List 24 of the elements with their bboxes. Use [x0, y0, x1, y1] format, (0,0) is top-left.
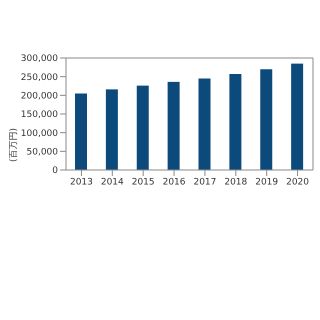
bar — [291, 64, 304, 170]
x-tick-label: 2013 — [70, 177, 93, 188]
y-tick-label: 100,000 — [20, 128, 58, 139]
bar — [229, 74, 242, 170]
x-tick-label: 2019 — [255, 177, 278, 188]
bar — [198, 78, 210, 170]
x-tick-label: 2015 — [132, 177, 155, 188]
bar — [75, 93, 87, 170]
bar — [168, 82, 180, 170]
y-tick-label: 300,000 — [20, 54, 58, 64]
y-tick-label: 50,000 — [26, 148, 58, 158]
x-tick-label: 2018 — [224, 177, 248, 188]
x-tick-label: 2017 — [193, 177, 216, 188]
y-tick-label: 200,000 — [20, 92, 58, 102]
y-tick-label: 0 — [52, 166, 58, 176]
x-tick-label: 2014 — [100, 177, 124, 188]
x-tick-label: 2020 — [286, 177, 310, 188]
bar — [136, 86, 149, 170]
y-tick-label: 250,000 — [20, 72, 58, 83]
bar — [106, 89, 118, 170]
x-tick-label: 2016 — [162, 177, 186, 188]
bar — [260, 69, 272, 170]
y-axis-title: (百万円) — [9, 128, 19, 162]
y-tick-label: 150,000 — [20, 110, 58, 120]
